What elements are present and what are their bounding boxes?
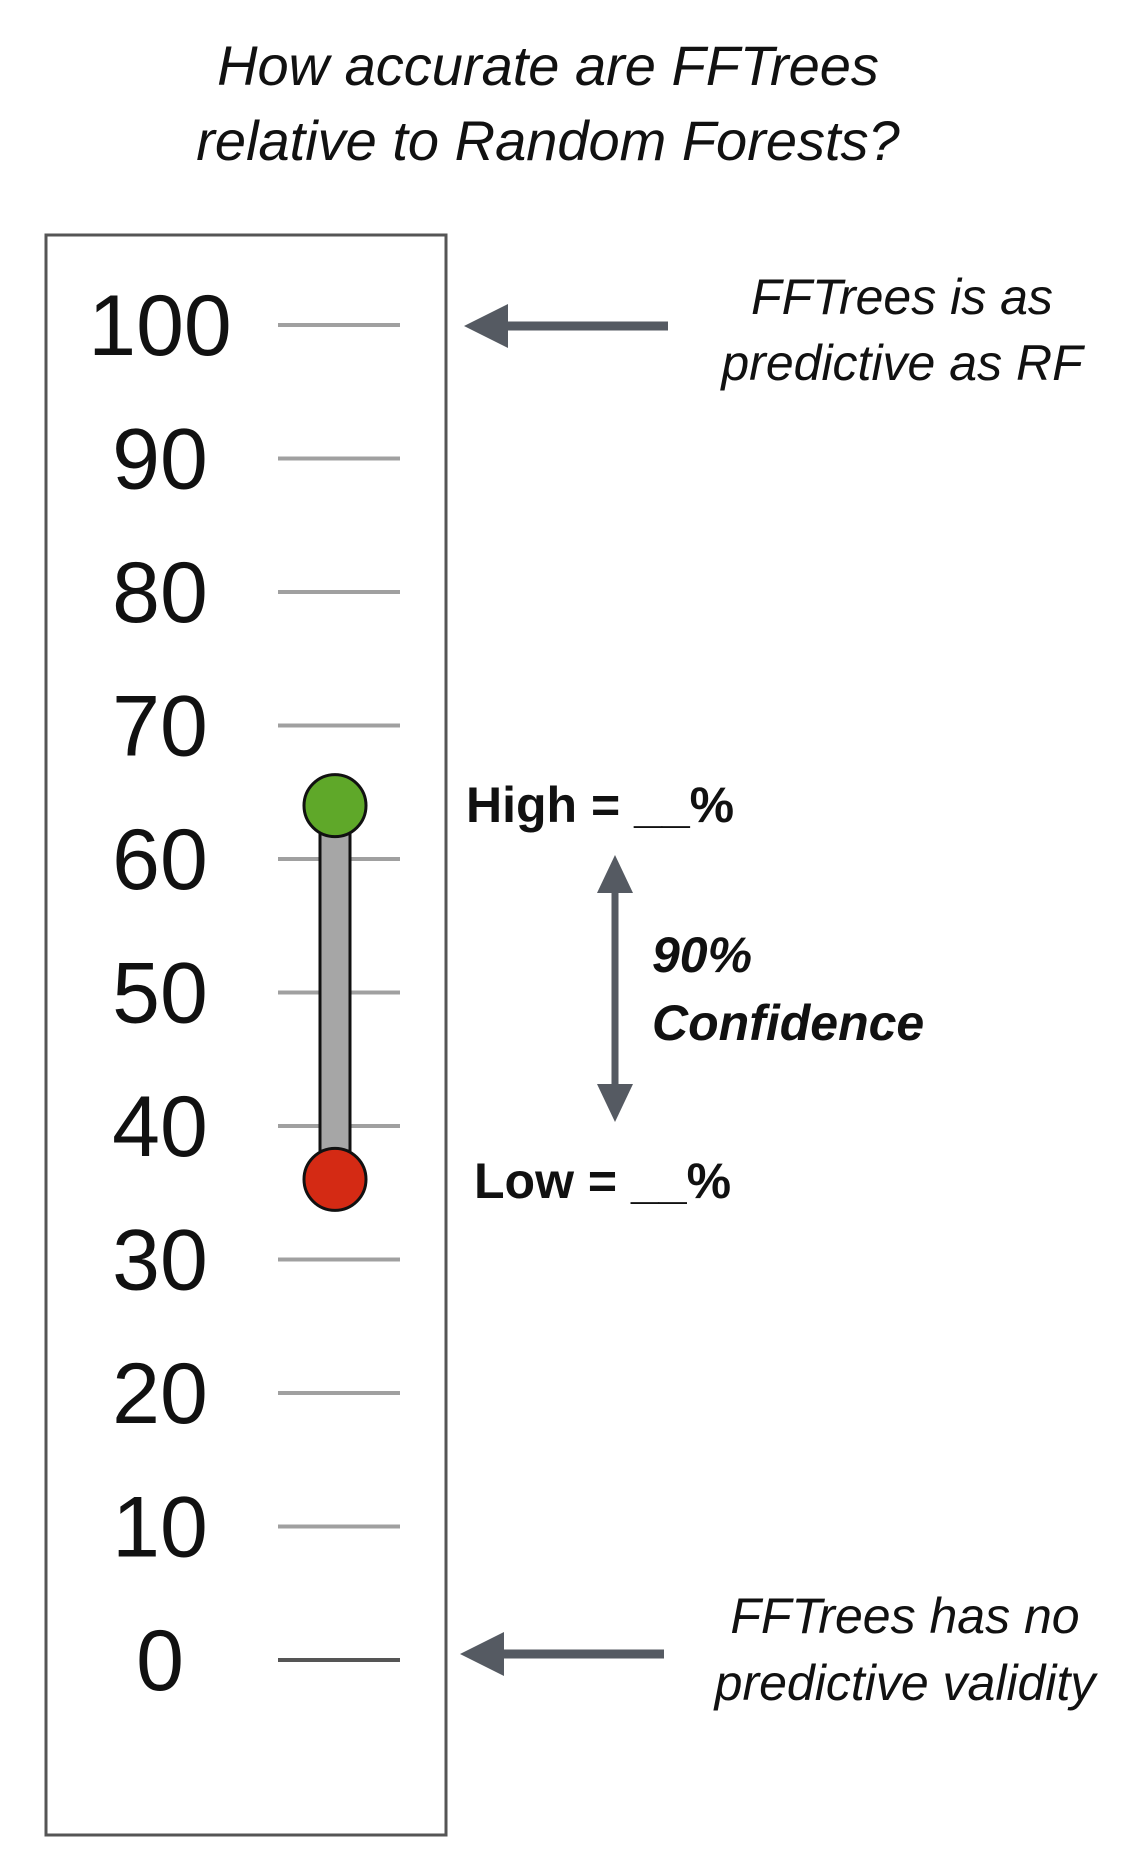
confidence-label-line-1: 90% xyxy=(652,927,752,983)
tick-label: 40 xyxy=(112,1079,208,1175)
tick-label: 10 xyxy=(112,1480,208,1576)
low-handle[interactable] xyxy=(302,1146,368,1212)
tick-label: 20 xyxy=(112,1346,208,1442)
confidence-label-line-2: Confidence xyxy=(652,995,924,1051)
tick-label: 70 xyxy=(112,679,208,775)
low-label: Low = __% xyxy=(474,1153,731,1209)
tick-label: 50 xyxy=(112,946,208,1042)
interval-bar-group xyxy=(302,773,368,1212)
tick-label: 80 xyxy=(112,545,208,641)
high-label: High = __% xyxy=(466,777,734,833)
confidence-arrow xyxy=(597,855,633,1122)
bottom-annotation-line-2: predictive validity xyxy=(713,1655,1099,1711)
top-annotation-line-1: FFTrees is as xyxy=(751,269,1053,325)
scale-frame xyxy=(44,233,448,1837)
top-annotation-line-2: predictive as RF xyxy=(719,335,1085,391)
title-line-2: relative to Random Forests? xyxy=(196,109,899,172)
bottom-annotation-line-1: FFTrees has no xyxy=(730,1588,1079,1644)
bottom-annotation-arrow xyxy=(460,1632,664,1676)
tick-label: 0 xyxy=(136,1613,184,1709)
tick-label: 90 xyxy=(112,412,208,508)
top-annotation-arrow xyxy=(464,304,668,348)
tick-label: 60 xyxy=(112,812,208,908)
high-handle[interactable] xyxy=(302,773,368,839)
tick-label: 30 xyxy=(112,1213,208,1309)
interval-bar xyxy=(318,804,352,1181)
tick-label: 100 xyxy=(88,278,232,374)
title-line-1: How accurate are FFTrees xyxy=(217,34,879,97)
